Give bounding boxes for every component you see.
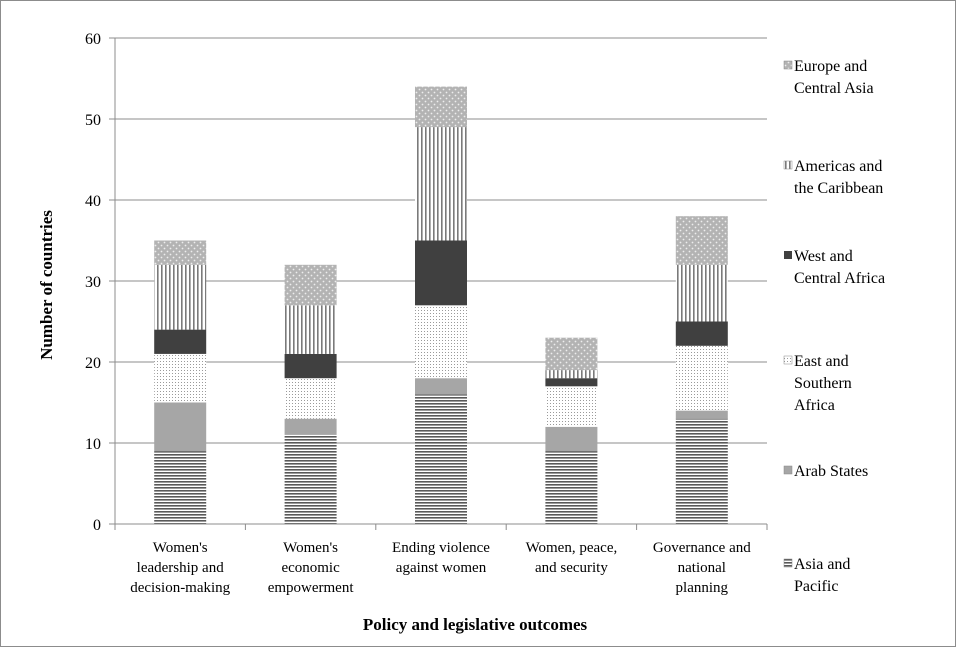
bar-segment (675, 321, 728, 346)
bar-segment (154, 329, 207, 354)
legend-swatch (783, 60, 793, 70)
bar-segment (284, 434, 337, 524)
x-category-label: Women's leadership and decision-making (130, 540, 230, 596)
axes (109, 37, 768, 530)
x-category-label: Women, peace, and security (526, 540, 618, 576)
bar-segment (415, 305, 467, 379)
legend-swatch (783, 558, 793, 568)
bar-segment (545, 370, 598, 379)
legend-swatch (783, 160, 793, 170)
bar-segment (415, 127, 467, 241)
bar-segment (545, 337, 598, 371)
bar-segment (154, 451, 207, 524)
legend-swatch (784, 251, 792, 259)
bar-segment (284, 353, 337, 379)
bar-segment (284, 378, 337, 419)
y-tick-label: 20 (85, 355, 101, 372)
bar-segment (415, 394, 467, 524)
bar-segment (154, 353, 207, 403)
legend-label: Asia and Pacific (794, 556, 850, 595)
y-tick-label: 50 (85, 112, 101, 129)
bar-segment (545, 386, 598, 427)
x-category-label: Governance and national planning (653, 540, 751, 596)
legend-label: West and Central Africa (794, 248, 885, 287)
bar-segment (675, 264, 728, 322)
legend-item: East and Southern Africa (783, 353, 852, 414)
bar-segment (545, 378, 598, 387)
x-category-label: Ending violence against women (392, 540, 490, 576)
bar-segment (284, 305, 337, 354)
legend-label: Europe and Central Asia (794, 58, 874, 97)
y-tick-label: 60 (85, 31, 101, 48)
legend-item: Europe and Central Asia (783, 58, 874, 97)
bar-segment (284, 264, 337, 306)
bar-segment (154, 264, 207, 330)
bar-segment (675, 410, 728, 419)
bar-segment (545, 451, 598, 524)
bar-segment (675, 216, 728, 265)
bar-segment (545, 426, 598, 452)
legend-item: Americas and the Caribbean (783, 158, 883, 197)
bar-segment (675, 418, 728, 524)
bar-segment (415, 240, 467, 306)
bar-segment (154, 240, 207, 265)
bar-segment (415, 86, 467, 128)
y-tick-label: 40 (85, 193, 101, 210)
y-tick-label: 30 (85, 274, 101, 291)
bar-segment (284, 418, 337, 435)
legend-label: Americas and the Caribbean (794, 158, 883, 197)
legend-label: East and Southern Africa (794, 353, 852, 414)
x-category-label: Women's economic empowerment (268, 540, 355, 596)
bar-segment (675, 345, 728, 411)
tick-labels: 0 10 20 30 40 50 60 Women's leadership and decisi… (85, 31, 751, 596)
legend-item: West and Central Africa (784, 248, 885, 287)
y-tick-label: 0 (93, 517, 101, 534)
y-tick-label: 10 (85, 436, 101, 453)
bar-segment (154, 402, 207, 452)
legend-label: Arab States (794, 463, 868, 480)
legend: Europe and Central Asia Americas and the Ca… (783, 58, 885, 595)
legend-item: Arab States (783, 463, 868, 480)
legend-swatch (783, 465, 793, 475)
bars (154, 86, 728, 524)
x-axis-title: Policy and legislative outcomes (363, 615, 588, 634)
legend-item: Asia and Pacific (783, 556, 850, 595)
legend-swatch (783, 355, 793, 365)
y-axis-title: Number of countries (37, 210, 56, 360)
bar-segment (415, 378, 467, 395)
